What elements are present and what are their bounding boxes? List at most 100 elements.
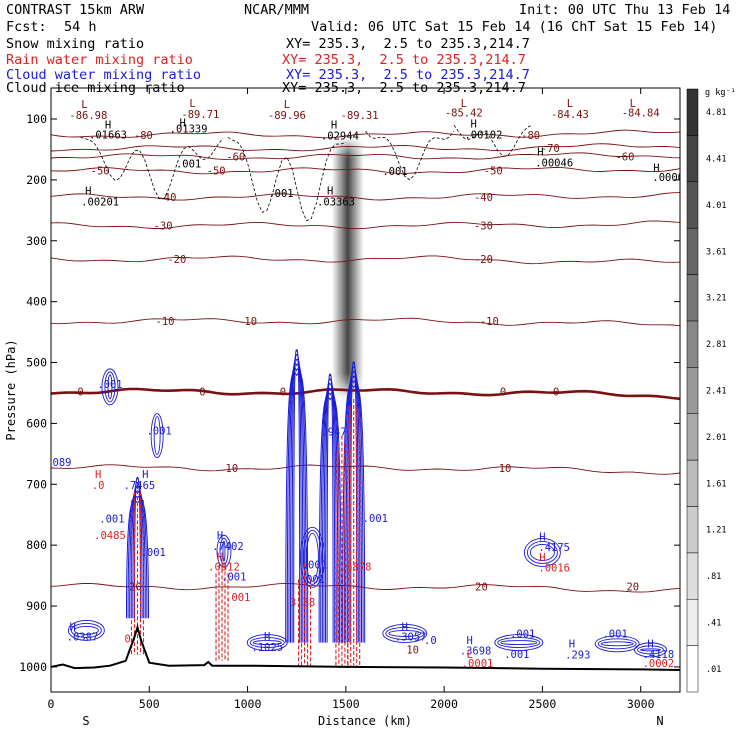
cloud-water-contour	[320, 392, 341, 643]
colorbar-segment	[686, 645, 699, 693]
contour-extremum-label: H	[467, 635, 473, 647]
contour-extremum-label: .00102	[464, 129, 502, 141]
x-axis-left-end-label: S	[82, 714, 89, 728]
plot-frame	[50, 87, 681, 693]
isotherm-label: 20	[129, 582, 142, 594]
contour-extremum-label: .00201	[81, 196, 119, 208]
colorbar-tick-label: 4.41	[706, 155, 726, 165]
isotherm-line	[51, 129, 680, 139]
colorbar-tick-label: 4.01	[706, 201, 726, 211]
cloud-water-contour	[348, 366, 359, 643]
isotherm-label: 0	[77, 387, 83, 399]
isotherm-label: -40	[474, 192, 493, 204]
contour-extremum-label: .001	[97, 379, 122, 391]
colorbar-segment	[686, 459, 699, 507]
contour-extremum-label: .089	[46, 457, 71, 469]
x-axis-right-end-label: N	[656, 714, 663, 728]
isotherm-line	[51, 152, 680, 160]
cloud-water-contour	[288, 363, 306, 643]
colorbar-tick-label: 1.61	[706, 479, 726, 489]
contour-extremum-label: .001	[602, 629, 627, 641]
contour-extremum-label: .01663	[89, 129, 127, 141]
isotherm-label: -50	[91, 166, 110, 178]
contour-extremum-label: .001	[99, 514, 124, 526]
valid-time: Valid: 06 UTC Sat 15 Feb 14 (16 ChT Sat …	[311, 19, 718, 35]
cloud-water-contour	[529, 544, 555, 561]
colorbar-tick-label: .81	[706, 572, 721, 582]
cloud-water-contour	[318, 396, 342, 643]
legend-cloud-xy: XY= 235.3, 2.5 to 235.3,214.7	[286, 67, 530, 83]
cloud-water-contour	[73, 625, 99, 635]
colorbar-segment	[686, 181, 699, 229]
contour-extremum-label: -89.71	[181, 109, 219, 121]
contour-extremum-label: H	[537, 147, 543, 159]
isotherm-label: -20	[167, 254, 186, 266]
contour-extremum-label: .4175	[538, 542, 570, 554]
colorbar-tick-label: 2.01	[706, 433, 726, 443]
contour-extremum-label: H	[69, 621, 75, 633]
cloud-water-contour	[325, 378, 336, 643]
cloud-water-contour	[345, 375, 363, 643]
isotherm-label: 10	[226, 463, 239, 475]
model-title: CONTRAST 15km ARW	[6, 2, 145, 18]
isotherm-label: 0	[199, 387, 205, 399]
contour-extremum-label: .0016	[538, 562, 570, 574]
contour-extremum-label: .293	[565, 649, 590, 661]
cloud-water-contour	[594, 635, 640, 653]
cloud-water-contour	[640, 648, 661, 652]
contour-extremum-label: .001	[302, 559, 327, 571]
contour-extremum-label: L	[189, 98, 195, 110]
cloud-water-contour	[526, 541, 558, 564]
cloud-water-contour	[637, 645, 664, 655]
x-tick-label: 2500	[529, 697, 557, 711]
contour-extremum-label: .001	[176, 159, 201, 171]
contour-extremum-label: H	[95, 469, 101, 481]
contour-extremum-label: .001	[300, 574, 325, 586]
cloud-water-contour	[388, 629, 422, 637]
isotherm-label: -30	[474, 221, 493, 233]
cloud-water-contour	[222, 540, 226, 562]
cloud-water-contour	[497, 637, 541, 649]
cloud-water-contour	[326, 373, 334, 643]
cloud-water-contour	[70, 622, 102, 638]
isotherm-line	[51, 582, 680, 593]
isotherm-line	[51, 143, 680, 152]
contour-extremum-label: .0	[92, 480, 105, 492]
isotherm-label: -60	[615, 152, 634, 164]
contour-extremum-label: .0	[424, 635, 437, 647]
colorbar-tick-label: 3.61	[706, 247, 726, 257]
y-tick-label: 300	[26, 234, 47, 248]
cloud-water-contour	[67, 619, 105, 641]
isotherm-label: 10	[499, 463, 512, 475]
isotherm-label: -10	[480, 316, 499, 328]
colorbar-tick-label: 2.81	[706, 340, 726, 350]
isotherm-label: -60	[226, 152, 245, 164]
cloud-water-contour	[293, 349, 301, 643]
y-tick-label: 200	[26, 173, 47, 187]
cloud-ice-contour	[453, 124, 533, 157]
isotherm-label: 20	[475, 582, 488, 594]
contour-extremum-label: .7465	[124, 480, 156, 492]
y-tick-label: 500	[26, 356, 47, 370]
contour-extremum-label: -89.31	[341, 110, 379, 122]
contour-extremum-label: 0	[124, 634, 130, 646]
colorbar-segment	[686, 598, 699, 646]
x-tick-label: 1500	[332, 697, 360, 711]
contour-extremum-label: .02944	[321, 131, 359, 143]
cloud-water-contour	[285, 372, 309, 643]
contour-extremum-label: -85.42	[445, 108, 483, 120]
isotherm-label: -10	[238, 316, 257, 328]
contour-extremum-label: .0001	[462, 658, 494, 670]
contour-extremum-label: L	[461, 98, 467, 110]
isotherm-label: 20	[626, 582, 639, 594]
y-tick-label: 100	[26, 112, 47, 126]
cloud-water-contour	[104, 371, 116, 403]
legend-rain-xy: XY= 235.3, 2.5 to 235.3,214.7	[282, 52, 526, 68]
cloud-water-contour	[299, 526, 325, 588]
contour-extremum-label: H	[647, 638, 653, 650]
x-tick-label: 3000	[627, 697, 655, 711]
contour-extremum-label: L	[467, 649, 473, 661]
contour-extremum-label: L	[567, 98, 573, 110]
contour-extremum-label: .001	[268, 188, 293, 200]
isotherm-line	[51, 220, 680, 230]
